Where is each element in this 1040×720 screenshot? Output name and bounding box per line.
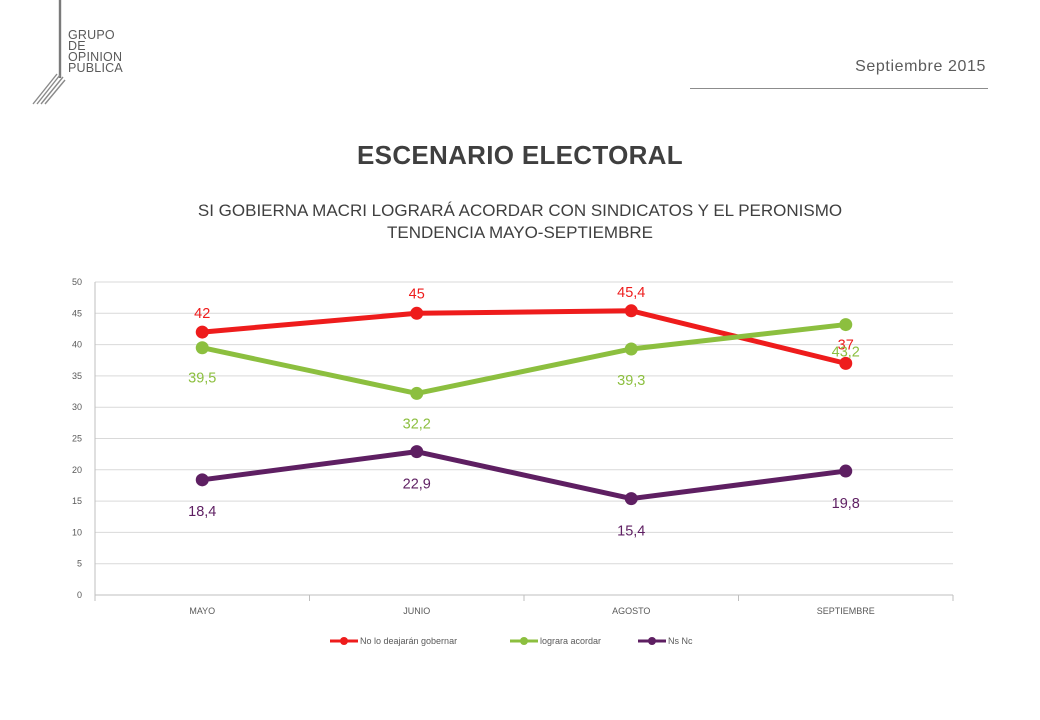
logo-word: DE [68,39,86,53]
data-label: 32,2 [403,416,431,432]
logo-word: GRUPO [68,28,115,42]
x-tick-label: SEPTIEMBRE [817,606,875,616]
y-tick-label: 10 [72,527,82,537]
y-tick-label: 0 [77,590,82,600]
logo-mark-icon [32,0,66,105]
data-point [624,342,638,356]
data-point [410,445,424,459]
y-tick-label: 5 [77,559,82,569]
y-tick-label: 30 [72,402,82,412]
data-label: 45 [409,286,425,302]
data-label: 39,5 [188,371,216,387]
data-label: 22,9 [403,477,431,493]
data-point [839,464,853,478]
series-line [199,322,849,396]
legend-marker [648,637,656,645]
y-tick-label: 20 [72,465,82,475]
legend-label: No lo deajarán gobernar [360,636,457,646]
y-tick-label: 50 [72,277,82,287]
y-tick-label: 25 [72,434,82,444]
data-point [839,356,853,370]
series-line [199,449,849,502]
logo-word: OPINION [68,50,123,64]
legend-label: Ns Nc [668,636,693,646]
x-tick-label: AGOSTO [612,606,650,616]
data-point [195,325,209,339]
logo-word: PUBLICA [68,61,123,75]
y-tick-label: 15 [72,496,82,506]
data-point [624,304,638,318]
data-label: 19,8 [832,496,860,512]
data-point [195,341,209,355]
x-tick-label: MAYO [189,606,215,616]
data-point [624,492,638,506]
data-label: 43,2 [832,345,860,361]
y-tick-label: 45 [72,308,82,318]
line-chart: 0 5 10 15 20 25 30 35 40 45 50 MAYO JUNIO AGOSTO SEPTI… [72,277,954,646]
data-point [410,386,424,400]
chart-subtitle: SI GOBIERNA MACRI LOGRARÁ ACORDAR CON SI… [0,200,1040,244]
y-tick-label: 35 [72,371,82,381]
y-tick-label: 40 [72,340,82,350]
legend-marker [520,637,528,645]
legend-label: lograra acordar [540,636,601,646]
x-tick-label: JUNIO [403,606,430,616]
subtitle-line: SI GOBIERNA MACRI LOGRARÁ ACORDAR CON SI… [197,201,843,220]
subtitle-line: TENDENCIA MAYO-SEPTIEMBRE [386,223,654,242]
page-title: ESCENARIO ELECTORAL [357,140,683,170]
data-label: 18,4 [188,504,216,520]
data-label: 39,3 [617,373,645,389]
data-label: 15,4 [617,524,645,540]
logo: GRUPO DE OPINION PUBLICA [30,0,170,110]
header-divider [690,88,988,89]
data-label: 42 [194,306,210,322]
data-label: 37 [838,337,854,353]
data-point [839,318,853,332]
legend-marker [340,637,348,645]
report-date: Septiembre 2015 [855,58,986,75]
data-point [410,306,424,320]
data-point [195,473,209,487]
data-label: 45,4 [617,285,645,301]
